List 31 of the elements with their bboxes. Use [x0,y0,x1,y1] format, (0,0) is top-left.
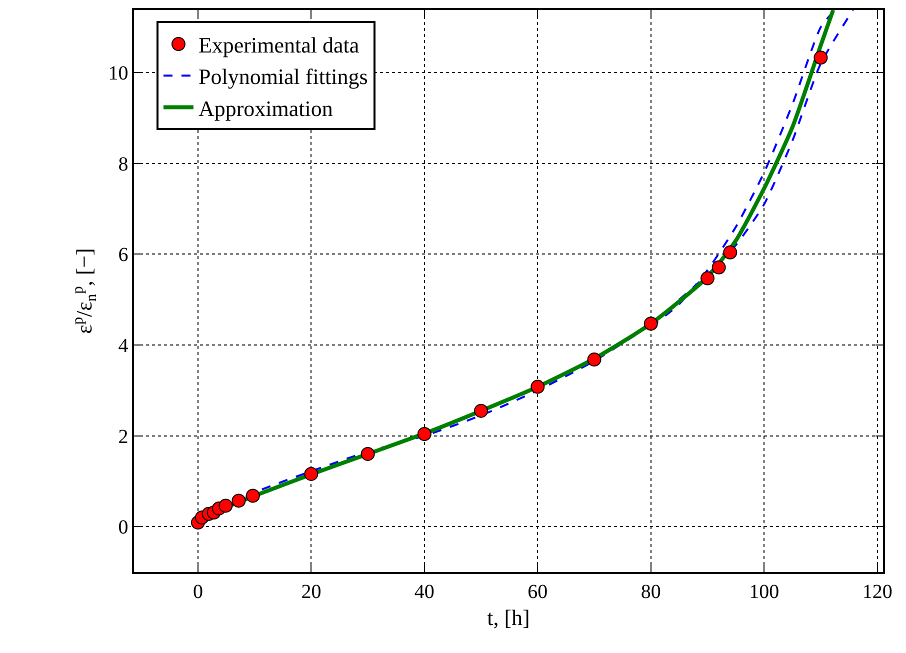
point [232,494,246,508]
point [587,352,602,367]
point [304,466,318,481]
point [530,380,545,394]
y-tick-label: 2 [118,426,128,448]
point [218,498,233,513]
y-tick-label: 4 [118,335,128,358]
x-tick-label: 0 [192,580,203,603]
x-tick-label: 120 [862,580,892,603]
point [723,245,738,260]
point [474,404,488,418]
point [814,50,828,65]
x-tick-label: 20 [301,580,322,603]
point [700,271,714,286]
point [360,446,375,461]
y-tick-label: 0 [118,516,128,539]
y-tick-label: 10 [108,62,128,85]
x-tick-label: 40 [414,580,434,603]
x-tick-label: 60 [528,580,548,603]
legend-label: Polynomial fittings [198,64,368,90]
x-tick-label: 100 [749,580,780,603]
point [246,488,260,503]
point [712,260,726,274]
x-tick-label: 80 [640,580,661,603]
point [644,316,658,331]
legend-label: Approximation [198,96,333,121]
x-axis-title: t, [h] [487,605,530,630]
y-tick-label: 6 [118,244,128,266]
point [417,427,432,441]
y-tick-label: 8 [118,153,128,176]
legend-label: Experimental data [198,32,360,58]
